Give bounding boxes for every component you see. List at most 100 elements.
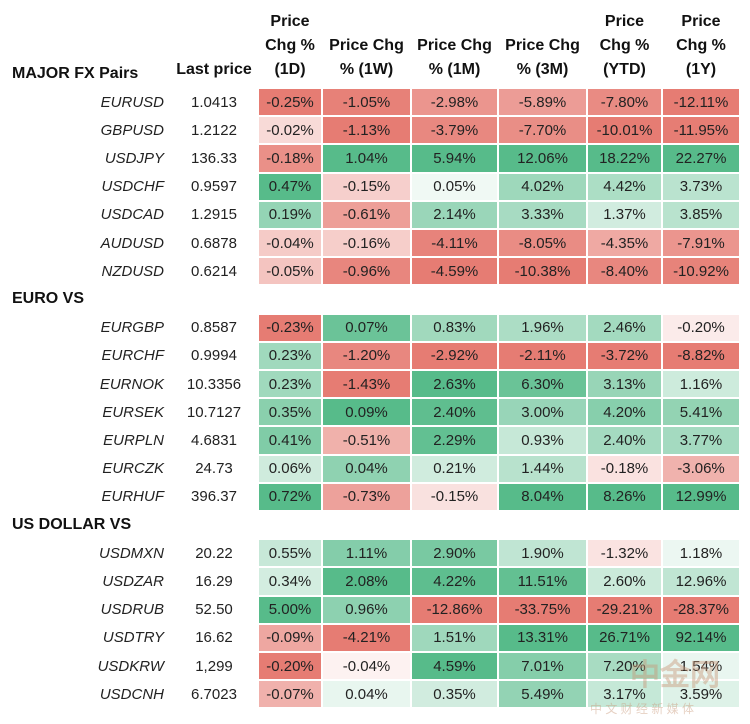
change-cell: 12.99% — [662, 482, 740, 511]
change-cell: 0.41% — [258, 426, 322, 455]
change-cell: -10.38% — [498, 257, 587, 286]
column-header: Price Chg % (1Y) — [676, 13, 726, 78]
change-cell: -1.20% — [322, 341, 411, 370]
change-cell: 0.04% — [322, 454, 411, 483]
change-cell: 18.22% — [587, 144, 662, 173]
change-cell: -0.25% — [258, 88, 322, 117]
pair-name: USDJPY — [104, 149, 164, 167]
change-cell: 0.55% — [258, 539, 322, 568]
change-cell: 3.85% — [662, 200, 740, 229]
change-cell: 3.13% — [587, 370, 662, 399]
last-price: 24.73 — [170, 454, 258, 483]
last-price: 136.33 — [170, 144, 258, 173]
change-cell: 2.90% — [411, 539, 498, 568]
last-price: 0.9994 — [170, 341, 258, 370]
change-cell: 0.72% — [258, 482, 322, 511]
change-cell: 5.49% — [498, 680, 587, 709]
pair-name: USDZAR — [102, 572, 164, 590]
change-cell: -0.04% — [258, 229, 322, 258]
change-cell: 5.94% — [411, 144, 498, 173]
pair-name: USDCHF — [101, 178, 165, 196]
change-cell: 8.04% — [498, 482, 587, 511]
change-cell: -0.23% — [258, 313, 322, 342]
pair-name: NZDUSD — [101, 262, 165, 280]
last-price: 396.37 — [170, 482, 258, 511]
change-cell: -8.82% — [662, 341, 740, 370]
column-header: Last price — [176, 61, 252, 78]
change-cell: 7.01% — [498, 652, 587, 681]
change-cell: -0.73% — [322, 482, 411, 511]
change-cell: 3.17% — [587, 680, 662, 709]
last-price: 52.50 — [170, 595, 258, 624]
change-cell: 1.44% — [498, 454, 587, 483]
last-price: 1,299 — [170, 652, 258, 681]
change-cell: 8.26% — [587, 482, 662, 511]
watermark-logo: 中金网 — [630, 659, 720, 692]
change-cell: 13.31% — [498, 623, 587, 652]
last-price: 0.8587 — [170, 313, 258, 342]
change-cell: -1.32% — [587, 539, 662, 568]
change-cell: 6.30% — [498, 370, 587, 399]
change-cell: 3.59% — [662, 680, 740, 709]
change-cell: -7.80% — [587, 88, 662, 117]
last-price: 1.2122 — [170, 116, 258, 145]
change-cell: 7.20% — [587, 652, 662, 681]
change-cell: 1.51% — [411, 623, 498, 652]
change-cell: -0.15% — [411, 482, 498, 511]
change-cell: 2.63% — [411, 370, 498, 399]
change-cell: -0.96% — [322, 257, 411, 286]
change-cell: 0.21% — [411, 454, 498, 483]
change-cell: 5.00% — [258, 595, 322, 624]
last-price: 0.9597 — [170, 172, 258, 201]
change-cell: -0.18% — [587, 454, 662, 483]
change-cell: 2.46% — [587, 313, 662, 342]
change-cell: 0.83% — [411, 313, 498, 342]
pair-name: EURNOK — [99, 375, 164, 393]
change-cell: -4.21% — [322, 623, 411, 652]
last-price: 1.0413 — [170, 88, 258, 117]
change-cell: -0.09% — [258, 623, 322, 652]
last-price: 10.3356 — [170, 370, 258, 399]
change-cell: -11.95% — [662, 116, 740, 145]
section-title: MAJOR FX Pairs — [12, 64, 139, 82]
change-cell: -0.15% — [322, 172, 411, 201]
change-cell: -3.79% — [411, 116, 498, 145]
change-cell: -3.72% — [587, 341, 662, 370]
change-cell: -29.21% — [587, 595, 662, 624]
change-cell: -8.40% — [587, 257, 662, 286]
change-cell: -4.11% — [411, 229, 498, 258]
change-cell: 1.16% — [662, 370, 740, 399]
column-header: Price Chg % (YTD) — [599, 13, 650, 78]
last-price: 4.6831 — [170, 426, 258, 455]
pair-name: USDTRY — [102, 629, 164, 647]
change-cell: 92.14% — [662, 623, 740, 652]
pair-name: USDCAD — [100, 206, 164, 224]
change-cell: -0.05% — [258, 257, 322, 286]
change-cell: -7.70% — [498, 116, 587, 145]
last-price: 0.6878 — [170, 229, 258, 258]
change-cell: 1.11% — [322, 539, 411, 568]
change-cell: -1.13% — [322, 116, 411, 145]
last-price: 10.7127 — [170, 398, 258, 427]
change-cell: 1.04% — [322, 144, 411, 173]
change-cell: 0.05% — [411, 172, 498, 201]
column-header: Price Chg % (1M) — [417, 37, 492, 78]
change-cell: 22.27% — [662, 144, 740, 173]
change-cell: 0.06% — [258, 454, 322, 483]
change-cell: 1.96% — [498, 313, 587, 342]
change-cell: 0.96% — [322, 595, 411, 624]
change-cell: 0.23% — [258, 341, 322, 370]
change-cell: -5.89% — [498, 88, 587, 117]
last-price: 1.2915 — [170, 200, 258, 229]
change-cell: -4.59% — [411, 257, 498, 286]
column-header: Price Chg % (3M) — [505, 37, 580, 78]
change-cell: 5.41% — [662, 398, 740, 427]
last-price: 16.29 — [170, 567, 258, 596]
change-cell: -10.01% — [587, 116, 662, 145]
change-cell: -0.07% — [258, 680, 322, 709]
change-cell: 4.59% — [411, 652, 498, 681]
change-cell: -1.43% — [322, 370, 411, 399]
change-cell: 1.18% — [662, 539, 740, 568]
change-cell: 11.51% — [498, 567, 587, 596]
pair-name: EURCHF — [101, 347, 165, 365]
